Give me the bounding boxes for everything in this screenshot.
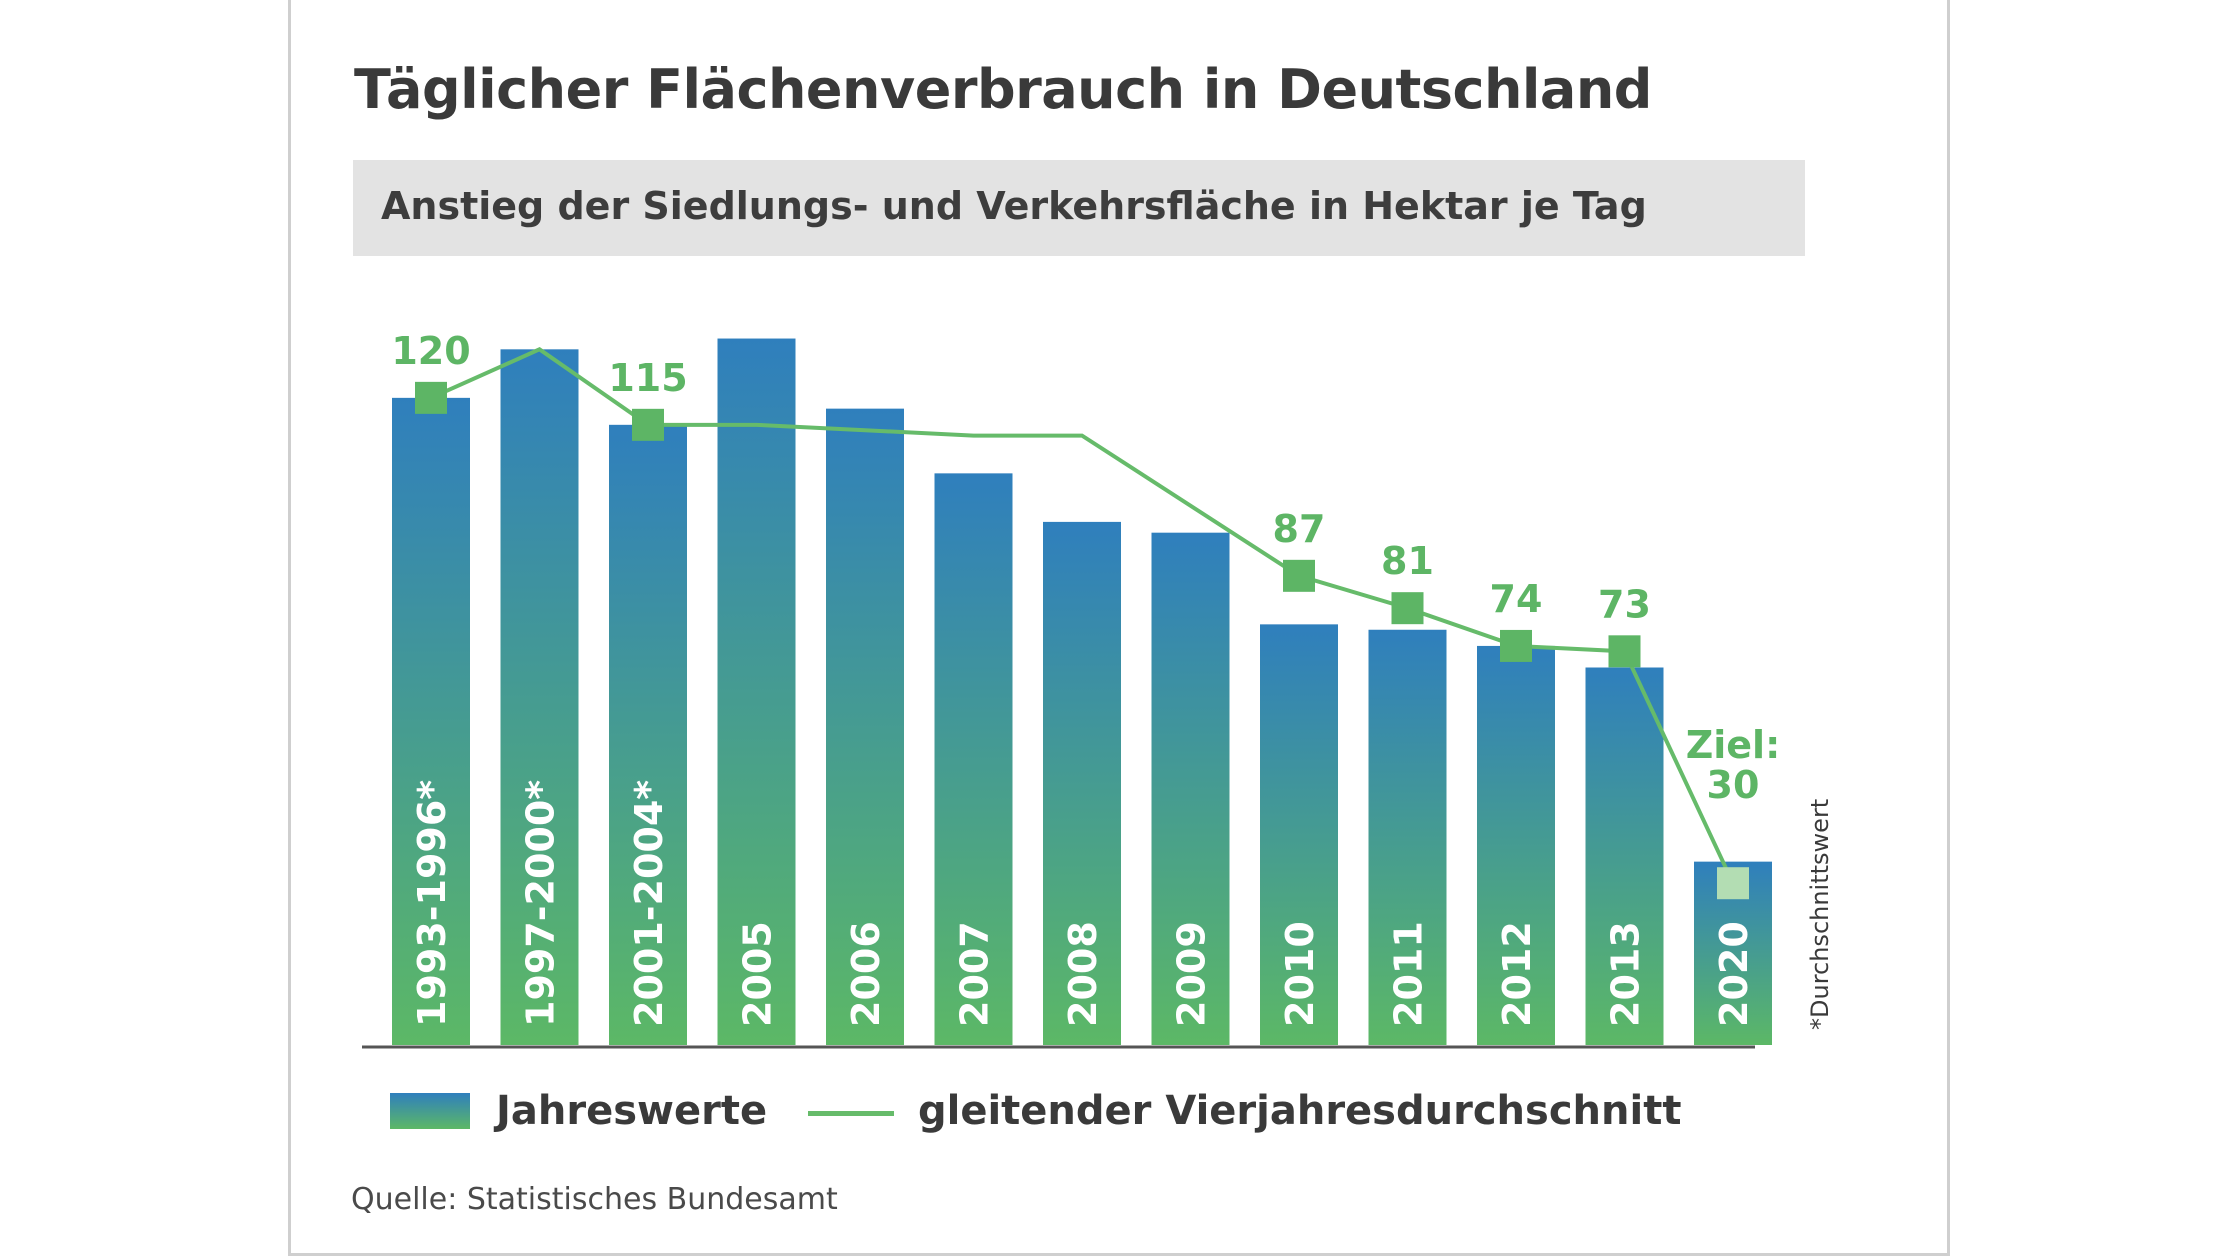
average-marker: [1608, 635, 1641, 668]
bar-1997-2000*: [500, 349, 579, 1046]
target-label: 30: [1707, 763, 1760, 807]
legend-bar-swatch: [390, 1093, 470, 1129]
bar-2010: [1260, 624, 1338, 1045]
category-label: 2013: [1604, 921, 1648, 1027]
chart-subtitle: Anstieg der Siedlungs- und Verkehrsfläch…: [381, 184, 1647, 228]
bar-2012: [1477, 645, 1555, 1045]
category-label: 2011: [1387, 921, 1431, 1027]
average-value-label: 115: [608, 356, 687, 400]
bar-2013: [1585, 667, 1664, 1045]
bar-2008: [1043, 521, 1121, 1045]
average-value-label: 73: [1598, 582, 1651, 626]
category-label: 2005: [736, 921, 780, 1027]
average-marker: [632, 408, 664, 441]
category-label: 2008: [1061, 921, 1105, 1027]
bar-2007: [934, 473, 1013, 1045]
average-marker: [1500, 629, 1532, 662]
target-label: Ziel:: [1686, 723, 1781, 767]
bar-1993-1996*: [392, 397, 470, 1045]
average-value-label: 74: [1490, 577, 1543, 621]
source-note: Quelle: Statistisches Bundesamt: [351, 1182, 838, 1217]
average-value-label: 120: [391, 329, 470, 373]
average-marker: [415, 381, 447, 414]
category-label: 1997-2000*: [519, 780, 563, 1027]
average-marker: [1391, 592, 1424, 625]
moving-average-line: [430, 347, 1735, 885]
chart-title: Täglicher Flächenverbrauch in Deutschlan…: [354, 58, 1652, 121]
markers-layer: [415, 381, 1749, 900]
legend-line-swatch: [808, 1111, 894, 1116]
bar-2009: [1151, 532, 1230, 1045]
bar-2005: [717, 338, 796, 1045]
bars-layer: [392, 338, 1772, 1046]
bar-2011: [1368, 629, 1447, 1045]
category-label: 1993-1996*: [410, 780, 454, 1027]
category-label: 2012: [1495, 921, 1539, 1027]
category-label: 2020: [1712, 921, 1756, 1027]
category-label: 2006: [844, 921, 888, 1027]
legend-bar-label: Jahreswerte: [496, 1088, 768, 1134]
average-value-label: 87: [1273, 507, 1326, 551]
category-label: 2007: [953, 921, 997, 1027]
category-label: 2009: [1170, 921, 1214, 1027]
footnote: *Durchschnittswert: [1806, 798, 1834, 1030]
labels-layer: 1993-1996* 1997-2000* 2001-2004* 2005 2006 20…: [391, 329, 1780, 1027]
category-label: 2010: [1278, 921, 1322, 1027]
bar-2006: [826, 408, 904, 1046]
legend-line-label: gleitender Vierjahresdurchschnitt: [918, 1088, 1682, 1134]
bar-2001-2004*: [609, 424, 687, 1046]
category-label: 2001-2004*: [627, 780, 671, 1027]
subtitle-bar: Anstieg der Siedlungs- und Verkehrsfläch…: [353, 160, 1805, 256]
average-value-label: 81: [1381, 539, 1434, 583]
average-marker: [1283, 559, 1315, 592]
line-layer: [430, 347, 1735, 885]
target-marker: [1717, 867, 1749, 900]
